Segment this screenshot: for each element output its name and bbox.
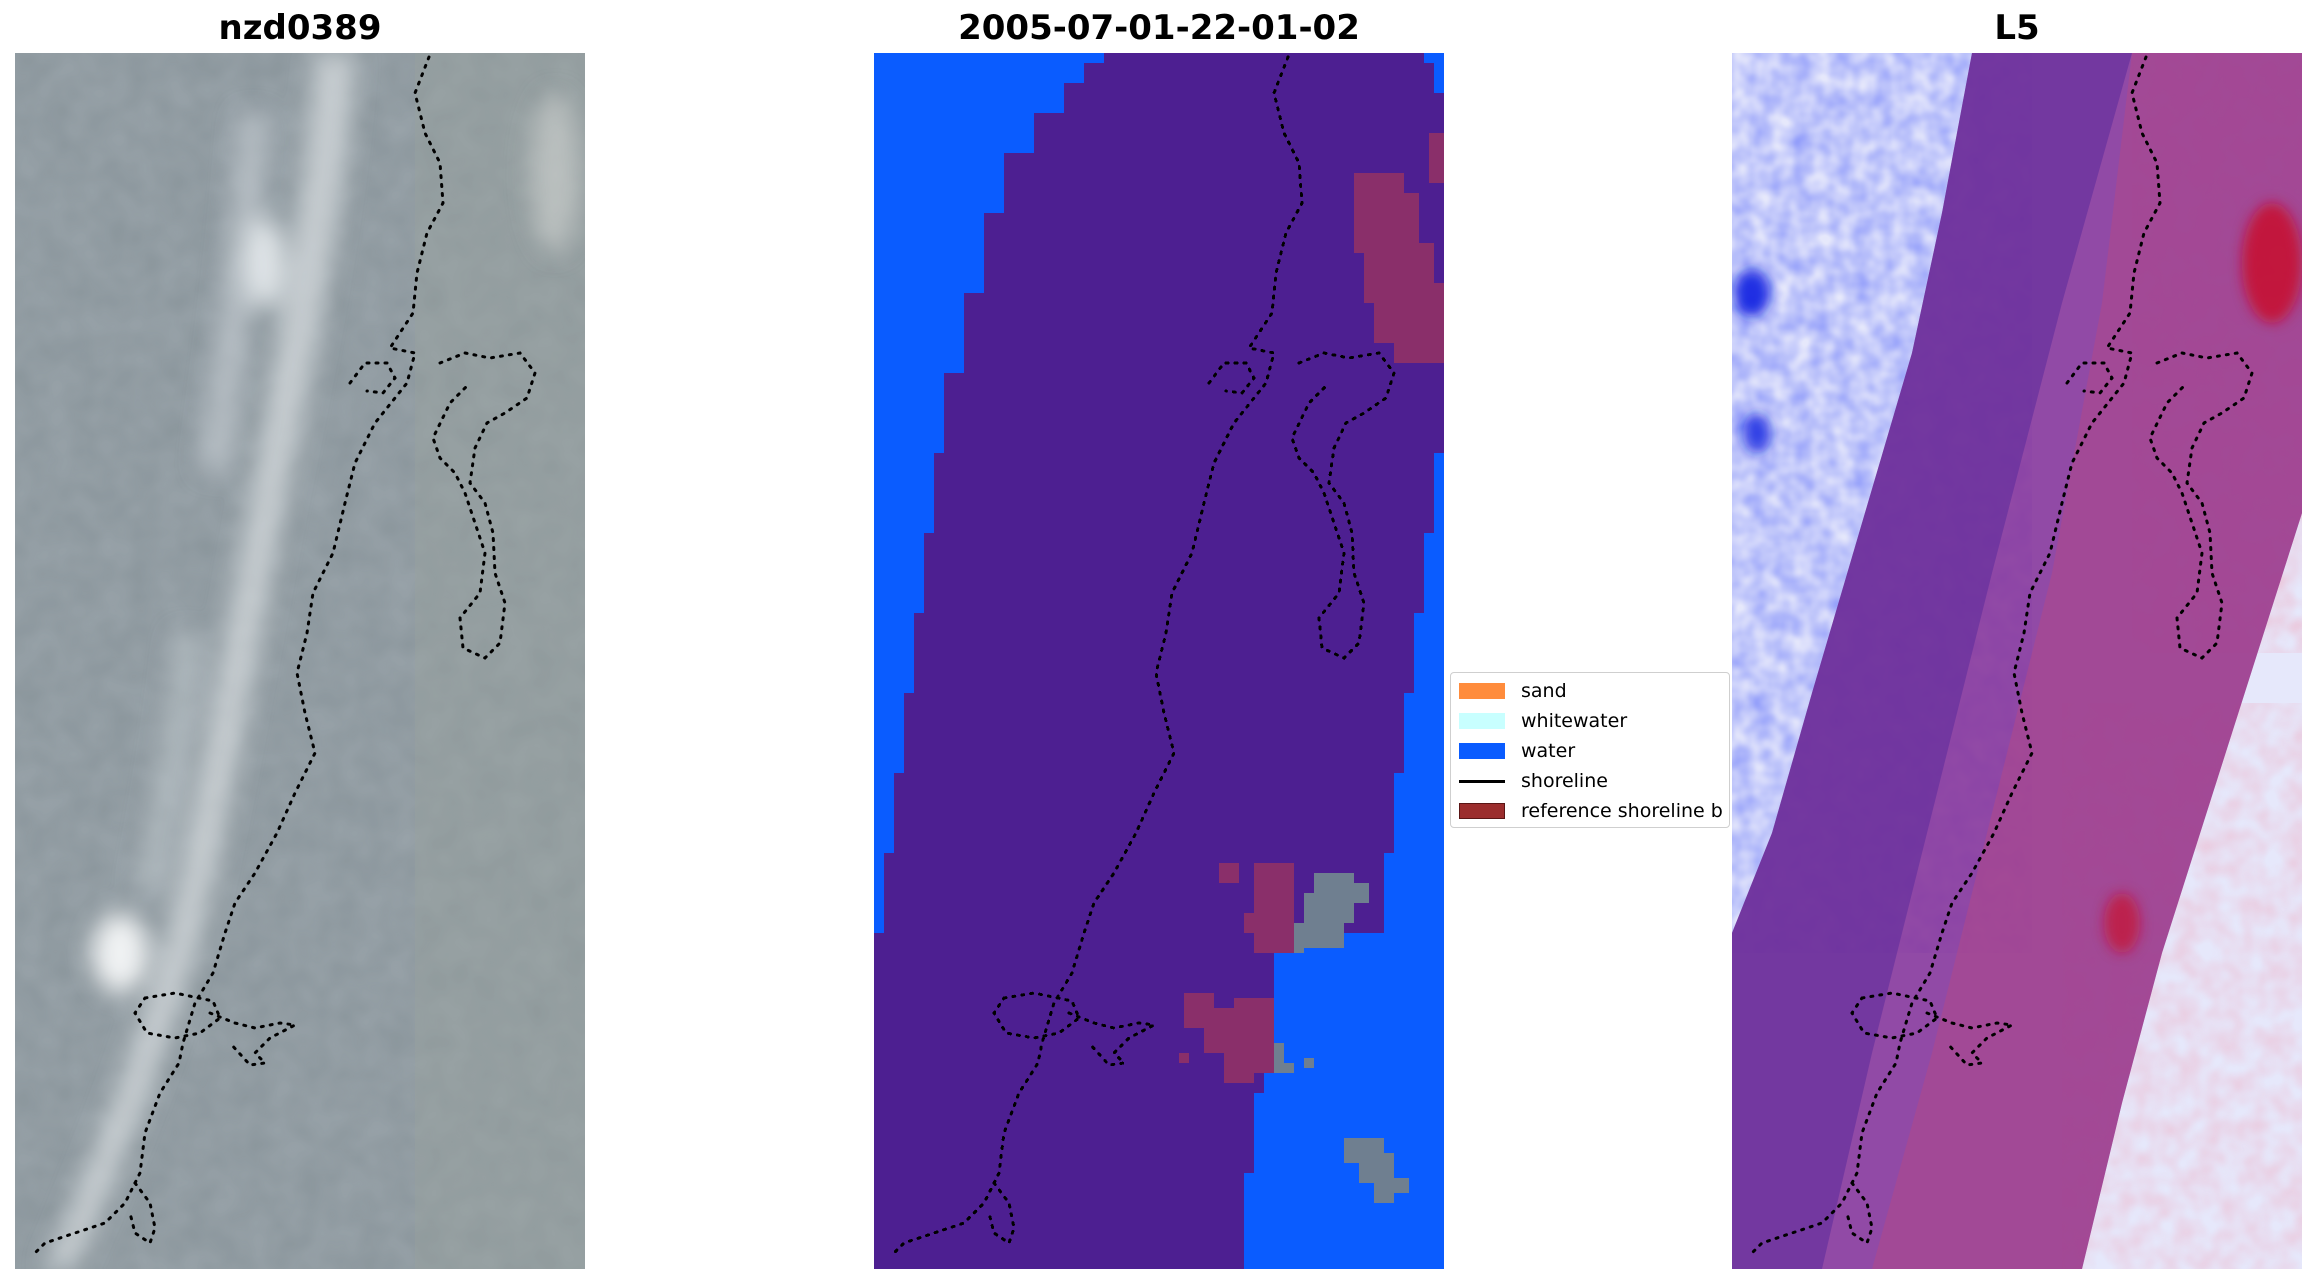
middle-panel-title: 2005-07-01-22-01-02	[958, 8, 1360, 48]
rgb-image-panel	[15, 53, 585, 1269]
rgb-image	[15, 53, 585, 1269]
legend-item-reference-shoreline-b: reference shoreline b	[1459, 799, 1723, 823]
index-map	[1732, 53, 2302, 1269]
legend-label: sand	[1521, 680, 1567, 702]
reference-buffer-patch	[1429, 133, 1444, 183]
classification-map	[874, 53, 1444, 1269]
unclassified-patch	[1294, 873, 1369, 953]
index-panel	[1732, 53, 2302, 1269]
legend-swatch	[1459, 743, 1505, 759]
reference-buffer-patch	[1184, 993, 1274, 1083]
index-band-lower	[1872, 53, 2302, 1269]
legend: sand whitewater water shoreline reference sh…	[1450, 672, 1730, 828]
legend-swatch	[1459, 683, 1505, 699]
legend-item-water: water	[1459, 739, 1575, 763]
left-panel-title: nzd0389	[218, 8, 382, 48]
classification-panel	[874, 53, 1444, 1269]
legend-swatch	[1459, 779, 1505, 783]
reference-buffer-patch	[1179, 1053, 1189, 1063]
reference-buffer-patch	[1219, 863, 1239, 883]
legend-swatch	[1459, 803, 1505, 819]
reference-buffer-patch	[1244, 863, 1294, 953]
legend-label: reference shoreline b	[1521, 800, 1723, 822]
legend-label: water	[1521, 740, 1576, 762]
index-band-upper	[1732, 53, 2132, 1269]
legend-item-shoreline: shoreline	[1459, 769, 1608, 793]
legend-item-whitewater: whitewater	[1459, 709, 1627, 733]
right-panel-title: L5	[1994, 8, 2040, 48]
legend-label: whitewater	[1521, 710, 1628, 732]
unclassified-patch	[1274, 1043, 1294, 1073]
reference-buffer-patch	[1354, 173, 1444, 363]
unclassified-patch	[1304, 1058, 1314, 1068]
legend-label: shoreline	[1521, 770, 1608, 792]
legend-item-sand: sand	[1459, 679, 1567, 703]
land-overlay-band	[874, 53, 1444, 1269]
unclassified-patch	[1344, 1138, 1409, 1203]
legend-swatch	[1459, 713, 1505, 729]
